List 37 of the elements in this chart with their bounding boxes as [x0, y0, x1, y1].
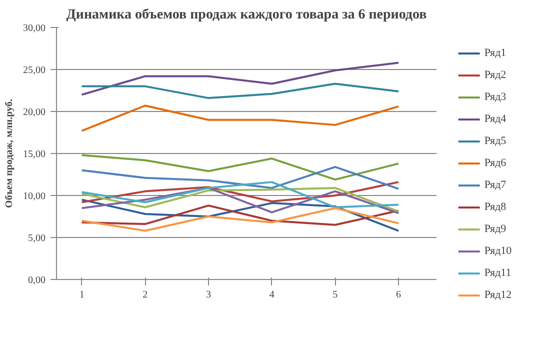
y-tick-label: 30,00	[23, 23, 46, 34]
y-tick-label: 0,00	[28, 275, 46, 286]
legend-label: Ряд12	[484, 288, 512, 302]
legend-label: Ряд6	[484, 156, 506, 170]
line-series	[80, 166, 400, 190]
legend-label: Ряд7	[484, 178, 506, 192]
y-tick-label: 10,00	[23, 191, 46, 202]
legend-label: Ряд1	[484, 46, 506, 60]
legend-label: Ряд2	[484, 68, 506, 82]
line-series	[80, 181, 400, 208]
line-series	[80, 204, 400, 226]
line-series	[80, 207, 400, 232]
legend-label: Ряд11	[484, 266, 512, 280]
line-series	[80, 104, 400, 132]
legend-label: Ряд9	[484, 222, 506, 236]
legend-label: Ряд8	[484, 200, 506, 214]
legend-label: Ряд3	[484, 90, 506, 104]
y-tick-label: 15,00	[23, 149, 46, 160]
line-series	[80, 62, 400, 96]
legend-label: Ряд5	[484, 134, 506, 148]
y-axis-title: Объем продаж, млн.руб.	[4, 98, 15, 208]
chart-title: Динамика объемов продаж каждого товара за 6 периодов	[66, 8, 428, 22]
legend-label: Ряд4	[484, 112, 506, 126]
x-tick-label: 3	[206, 290, 211, 300]
line-series	[80, 154, 400, 181]
x-tick-label: 5	[332, 290, 338, 300]
x-tick-label: 1	[79, 290, 84, 300]
x-tick-label: 4	[269, 290, 274, 300]
x-tick-label: 2	[142, 290, 148, 300]
y-tick-label: 5,00	[28, 233, 46, 244]
y-tick-label: 20,00	[23, 107, 46, 118]
legend-label: Ряд10	[484, 244, 512, 258]
line-series	[80, 82, 400, 100]
x-tick-label: 6	[396, 290, 401, 300]
line-series	[80, 198, 400, 232]
line-series	[80, 181, 400, 204]
y-tick-label: 25,00	[23, 65, 46, 76]
